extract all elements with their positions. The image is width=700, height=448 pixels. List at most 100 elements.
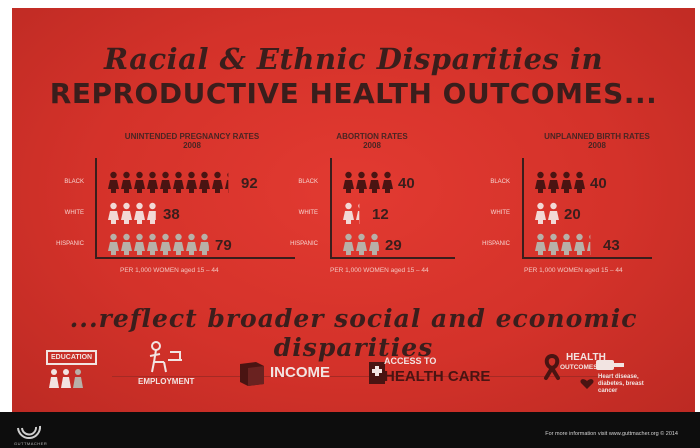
poster-background: Racial & Ethnic Disparities in REPRODUCT… bbox=[12, 8, 695, 412]
woman-figure-icon bbox=[535, 202, 546, 224]
woman-figure-icon bbox=[147, 233, 158, 255]
value-hispanic: 43 bbox=[603, 237, 620, 254]
woman-figure-icon bbox=[574, 171, 585, 193]
woman-figure-icon bbox=[173, 171, 184, 193]
health-note: Heart disease, diabetes, breast cancer bbox=[598, 374, 644, 394]
icon-row-white bbox=[108, 202, 156, 224]
panel-year: 2008 bbox=[363, 141, 381, 150]
woman-figure-icon bbox=[160, 171, 171, 193]
woman-figure-icon bbox=[369, 233, 379, 255]
unit-note: PER 1,000 WOMEN aged 15 – 44 bbox=[120, 267, 219, 274]
value-hispanic: 79 bbox=[215, 237, 232, 254]
footer-bar bbox=[0, 412, 700, 448]
icon-row-black bbox=[343, 171, 393, 193]
heart-icon bbox=[580, 379, 594, 389]
health-outcomes-label-1: HEALTH bbox=[566, 352, 606, 363]
row-label-black: BLACK bbox=[490, 179, 510, 185]
woman-figure-icon bbox=[369, 171, 380, 193]
value-white: 12 bbox=[372, 206, 389, 223]
icon-row-white bbox=[343, 202, 360, 224]
health-outcomes-label-2: OUTCOMES bbox=[560, 364, 598, 371]
education-box: EDUCATION bbox=[46, 350, 98, 365]
woman-figure-icon bbox=[356, 171, 367, 193]
footer-credit: For more information visit www.guttmache… bbox=[545, 431, 678, 437]
access-label-2: HEALTH CARE bbox=[384, 368, 491, 385]
panel-year: 2008 bbox=[588, 141, 606, 150]
icon-row-black bbox=[108, 171, 229, 193]
y-axis bbox=[95, 158, 97, 258]
worker-desk-icon bbox=[149, 341, 182, 373]
unit-note: PER 1,000 WOMEN aged 15 – 44 bbox=[330, 267, 429, 274]
woman-figure-icon bbox=[121, 202, 132, 224]
guttmacher-logo-icon bbox=[17, 425, 42, 440]
icon-row-hispanic bbox=[108, 233, 209, 255]
y-axis bbox=[330, 158, 332, 258]
woman-figure-icon bbox=[535, 233, 546, 255]
x-axis bbox=[95, 257, 295, 259]
woman-figure-icon bbox=[548, 233, 559, 255]
y-axis bbox=[522, 158, 524, 258]
woman-figure-icon bbox=[134, 202, 145, 224]
hospital-icon bbox=[369, 362, 385, 384]
icon-row-hispanic bbox=[343, 233, 379, 255]
woman-figure-icon bbox=[199, 233, 209, 255]
row-label-hispanic: HISPANIC bbox=[290, 241, 318, 247]
row-label-black: BLACK bbox=[298, 179, 318, 185]
woman-figure-icon bbox=[225, 172, 229, 193]
woman-figure-icon bbox=[147, 171, 158, 193]
value-white: 20 bbox=[564, 206, 581, 223]
woman-figure-icon bbox=[186, 171, 197, 193]
x-axis bbox=[330, 257, 455, 259]
icon-row-black bbox=[535, 171, 585, 193]
woman-figure-icon bbox=[343, 171, 354, 193]
row-label-black: BLACK bbox=[64, 179, 84, 185]
unit-note: PER 1,000 WOMEN aged 15 – 44 bbox=[524, 267, 623, 274]
woman-figure-icon bbox=[343, 202, 354, 224]
panel-title: UNPLANNED BIRTH RATES bbox=[544, 132, 650, 141]
education-people-icon bbox=[49, 369, 83, 388]
panel-title: UNINTENDED PREGNANCY RATES bbox=[124, 132, 260, 141]
woman-figure-icon bbox=[121, 233, 132, 255]
value-black: 40 bbox=[398, 175, 415, 192]
title-line-2: REPRODUCTIVE HEALTH OUTCOMES... bbox=[49, 77, 658, 110]
row-label-hispanic: HISPANIC bbox=[482, 241, 510, 247]
subtitle-line: ...reflect broader social and economic d… bbox=[69, 304, 638, 362]
ribbon-icon bbox=[544, 354, 560, 380]
row-label-white: WHITE bbox=[298, 210, 318, 216]
divider-line bbox=[112, 376, 622, 377]
employment-label: EMPLOYMENT bbox=[138, 377, 195, 386]
woman-figure-icon bbox=[186, 233, 197, 255]
woman-figure-icon bbox=[343, 233, 354, 255]
woman-figure-icon bbox=[121, 171, 132, 193]
access-label-1: ACCESS TO bbox=[384, 356, 437, 366]
woman-figure-icon bbox=[108, 171, 119, 193]
title-line-1: Racial & Ethnic Disparities in bbox=[103, 42, 604, 76]
woman-figure-icon bbox=[160, 233, 171, 255]
woman-figure-icon bbox=[382, 171, 393, 193]
woman-figure-icon bbox=[147, 202, 156, 224]
logo-text: GUTTMACHER bbox=[14, 441, 48, 446]
woman-figure-icon bbox=[548, 202, 559, 224]
row-label-hispanic: HISPANIC bbox=[56, 241, 84, 247]
wallet-icon bbox=[240, 362, 264, 386]
woman-figure-icon bbox=[199, 171, 210, 193]
x-axis bbox=[522, 257, 652, 259]
woman-figure-icon bbox=[356, 203, 360, 224]
panel-title: ABORTION RATES bbox=[336, 132, 408, 141]
woman-figure-icon bbox=[108, 233, 119, 255]
row-label-white: WHITE bbox=[64, 210, 84, 216]
icon-row-white bbox=[535, 202, 559, 224]
value-hispanic: 29 bbox=[385, 237, 402, 254]
health-pointer-icon bbox=[596, 360, 624, 370]
woman-figure-icon bbox=[212, 171, 223, 193]
woman-figure-icon bbox=[535, 171, 546, 193]
woman-figure-icon bbox=[134, 171, 145, 193]
woman-figure-icon bbox=[108, 202, 119, 224]
woman-figure-icon bbox=[356, 233, 367, 255]
woman-figure-icon bbox=[574, 233, 585, 255]
row-label-white: WHITE bbox=[490, 210, 510, 216]
woman-figure-icon bbox=[548, 171, 559, 193]
icon-row-hispanic bbox=[535, 233, 591, 255]
woman-figure-icon bbox=[134, 233, 145, 255]
income-label: INCOME bbox=[270, 364, 330, 381]
